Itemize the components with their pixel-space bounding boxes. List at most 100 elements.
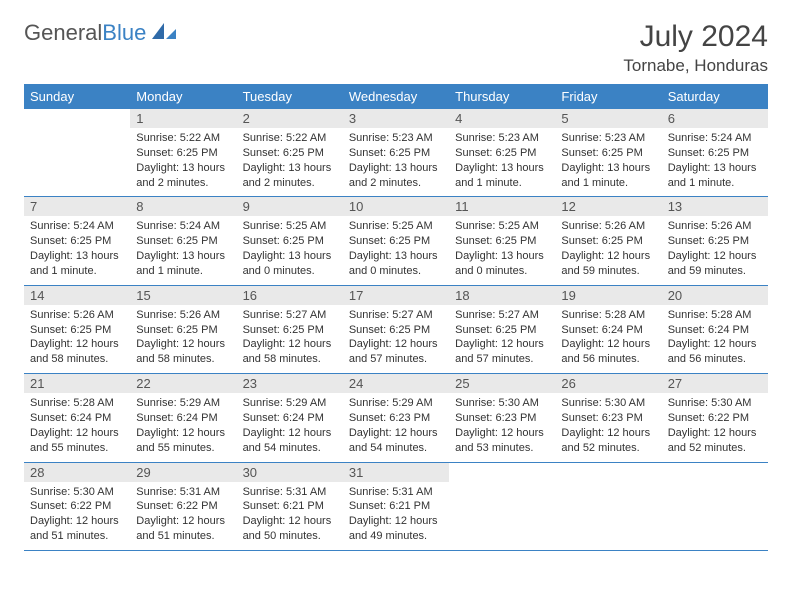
sunset-text: Sunset: 6:25 PM bbox=[455, 234, 549, 249]
day-number: 16 bbox=[237, 286, 343, 305]
day-data: Sunrise: 5:25 AMSunset: 6:25 PMDaylight:… bbox=[237, 216, 343, 284]
sunset-text: Sunset: 6:25 PM bbox=[30, 323, 124, 338]
day-number: 31 bbox=[343, 463, 449, 482]
sunrise-text: Sunrise: 5:28 AM bbox=[668, 308, 762, 323]
sunrise-text: Sunrise: 5:26 AM bbox=[136, 308, 230, 323]
calendar-cell: 2Sunrise: 5:22 AMSunset: 6:25 PMDaylight… bbox=[237, 109, 343, 197]
sunset-text: Sunset: 6:24 PM bbox=[668, 323, 762, 338]
calendar-cell: 7Sunrise: 5:24 AMSunset: 6:25 PMDaylight… bbox=[24, 197, 130, 285]
day-number: 10 bbox=[343, 197, 449, 216]
calendar-cell: 17Sunrise: 5:27 AMSunset: 6:25 PMDayligh… bbox=[343, 285, 449, 373]
day-data: Sunrise: 5:25 AMSunset: 6:25 PMDaylight:… bbox=[449, 216, 555, 284]
sunset-text: Sunset: 6:24 PM bbox=[30, 411, 124, 426]
daylight-text: Daylight: 12 hours and 59 minutes. bbox=[561, 249, 655, 279]
sunrise-text: Sunrise: 5:28 AM bbox=[30, 396, 124, 411]
calendar-cell: 13Sunrise: 5:26 AMSunset: 6:25 PMDayligh… bbox=[662, 197, 768, 285]
sunrise-text: Sunrise: 5:31 AM bbox=[349, 485, 443, 500]
weekday-header: Friday bbox=[555, 84, 661, 109]
day-data: Sunrise: 5:23 AMSunset: 6:25 PMDaylight:… bbox=[555, 128, 661, 196]
sunset-text: Sunset: 6:25 PM bbox=[136, 323, 230, 338]
daylight-text: Daylight: 13 hours and 0 minutes. bbox=[243, 249, 337, 279]
day-data: Sunrise: 5:24 AMSunset: 6:25 PMDaylight:… bbox=[24, 216, 130, 284]
day-number: 8 bbox=[130, 197, 236, 216]
daylight-text: Daylight: 12 hours and 54 minutes. bbox=[349, 426, 443, 456]
sunset-text: Sunset: 6:25 PM bbox=[455, 323, 549, 338]
daylight-text: Daylight: 12 hours and 54 minutes. bbox=[243, 426, 337, 456]
day-number: 29 bbox=[130, 463, 236, 482]
logo: GeneralBlue bbox=[24, 20, 178, 46]
calendar-table: SundayMondayTuesdayWednesdayThursdayFrid… bbox=[24, 84, 768, 551]
sunset-text: Sunset: 6:25 PM bbox=[668, 146, 762, 161]
day-data: Sunrise: 5:31 AMSunset: 6:21 PMDaylight:… bbox=[343, 482, 449, 550]
sunrise-text: Sunrise: 5:23 AM bbox=[455, 131, 549, 146]
sunrise-text: Sunrise: 5:31 AM bbox=[136, 485, 230, 500]
day-data: Sunrise: 5:28 AMSunset: 6:24 PMDaylight:… bbox=[662, 305, 768, 373]
day-number bbox=[449, 463, 555, 481]
sunset-text: Sunset: 6:23 PM bbox=[455, 411, 549, 426]
calendar-cell bbox=[662, 462, 768, 550]
day-data: Sunrise: 5:25 AMSunset: 6:25 PMDaylight:… bbox=[343, 216, 449, 284]
day-number: 27 bbox=[662, 374, 768, 393]
daylight-text: Daylight: 13 hours and 0 minutes. bbox=[455, 249, 549, 279]
calendar-cell: 9Sunrise: 5:25 AMSunset: 6:25 PMDaylight… bbox=[237, 197, 343, 285]
sunset-text: Sunset: 6:25 PM bbox=[243, 146, 337, 161]
sunrise-text: Sunrise: 5:24 AM bbox=[668, 131, 762, 146]
day-number: 18 bbox=[449, 286, 555, 305]
sunrise-text: Sunrise: 5:26 AM bbox=[668, 219, 762, 234]
day-number: 19 bbox=[555, 286, 661, 305]
day-number bbox=[662, 463, 768, 481]
calendar-week: 28Sunrise: 5:30 AMSunset: 6:22 PMDayligh… bbox=[24, 462, 768, 550]
day-number: 21 bbox=[24, 374, 130, 393]
day-number: 17 bbox=[343, 286, 449, 305]
daylight-text: Daylight: 13 hours and 2 minutes. bbox=[136, 161, 230, 191]
sunrise-text: Sunrise: 5:23 AM bbox=[349, 131, 443, 146]
calendar-cell: 10Sunrise: 5:25 AMSunset: 6:25 PMDayligh… bbox=[343, 197, 449, 285]
day-number: 15 bbox=[130, 286, 236, 305]
day-data: Sunrise: 5:24 AMSunset: 6:25 PMDaylight:… bbox=[662, 128, 768, 196]
sunset-text: Sunset: 6:21 PM bbox=[243, 499, 337, 514]
daylight-text: Daylight: 12 hours and 58 minutes. bbox=[136, 337, 230, 367]
calendar-cell bbox=[449, 462, 555, 550]
sunset-text: Sunset: 6:22 PM bbox=[136, 499, 230, 514]
day-number: 4 bbox=[449, 109, 555, 128]
daylight-text: Daylight: 12 hours and 56 minutes. bbox=[668, 337, 762, 367]
sunset-text: Sunset: 6:25 PM bbox=[136, 146, 230, 161]
day-data: Sunrise: 5:28 AMSunset: 6:24 PMDaylight:… bbox=[555, 305, 661, 373]
sunrise-text: Sunrise: 5:30 AM bbox=[30, 485, 124, 500]
day-number: 13 bbox=[662, 197, 768, 216]
calendar-cell: 29Sunrise: 5:31 AMSunset: 6:22 PMDayligh… bbox=[130, 462, 236, 550]
calendar-cell: 27Sunrise: 5:30 AMSunset: 6:22 PMDayligh… bbox=[662, 374, 768, 462]
sunrise-text: Sunrise: 5:31 AM bbox=[243, 485, 337, 500]
sunrise-text: Sunrise: 5:29 AM bbox=[136, 396, 230, 411]
calendar-week: 21 Sunrise: 5:28 AMSunset: 6:24 PM Dayligh… bbox=[24, 374, 768, 462]
sunset-text: Sunset: 6:21 PM bbox=[349, 499, 443, 514]
day-number: 23 bbox=[237, 374, 343, 393]
weekday-header: Monday bbox=[130, 84, 236, 109]
day-number: 26 bbox=[555, 374, 661, 393]
calendar-head: SundayMondayTuesdayWednesdayThursdayFrid… bbox=[24, 84, 768, 109]
day-number: 25 bbox=[449, 374, 555, 393]
weekday-header: Wednesday bbox=[343, 84, 449, 109]
calendar-cell: 5Sunrise: 5:23 AMSunset: 6:25 PMDaylight… bbox=[555, 109, 661, 197]
day-number: 11 bbox=[449, 197, 555, 216]
day-number: 7 bbox=[24, 197, 130, 216]
sunrise-text: Sunrise: 5:29 AM bbox=[349, 396, 443, 411]
day-number: 9 bbox=[237, 197, 343, 216]
day-number: 30 bbox=[237, 463, 343, 482]
calendar-cell: 8Sunrise: 5:24 AMSunset: 6:25 PMDaylight… bbox=[130, 197, 236, 285]
sunrise-text: Sunrise: 5:22 AM bbox=[136, 131, 230, 146]
sunset-text: Sunset: 6:25 PM bbox=[349, 323, 443, 338]
day-data: Sunrise: 5:22 AMSunset: 6:25 PMDaylight:… bbox=[237, 128, 343, 196]
daylight-text: Daylight: 13 hours and 1 minute. bbox=[668, 161, 762, 191]
day-data: Sunrise: 5:22 AMSunset: 6:25 PMDaylight:… bbox=[130, 128, 236, 196]
daylight-text: Daylight: 13 hours and 2 minutes. bbox=[349, 161, 443, 191]
daylight-text: Daylight: 13 hours and 0 minutes. bbox=[349, 249, 443, 279]
sunrise-text: Sunrise: 5:25 AM bbox=[349, 219, 443, 234]
sunrise-text: Sunrise: 5:27 AM bbox=[243, 308, 337, 323]
sunrise-text: Sunrise: 5:23 AM bbox=[561, 131, 655, 146]
sunrise-text: Sunrise: 5:26 AM bbox=[561, 219, 655, 234]
daylight-text: Daylight: 12 hours and 57 minutes. bbox=[455, 337, 549, 367]
calendar-cell: 24Sunrise: 5:29 AMSunset: 6:23 PMDayligh… bbox=[343, 374, 449, 462]
day-number bbox=[24, 109, 130, 127]
daylight-text: Daylight: 12 hours and 59 minutes. bbox=[668, 249, 762, 279]
